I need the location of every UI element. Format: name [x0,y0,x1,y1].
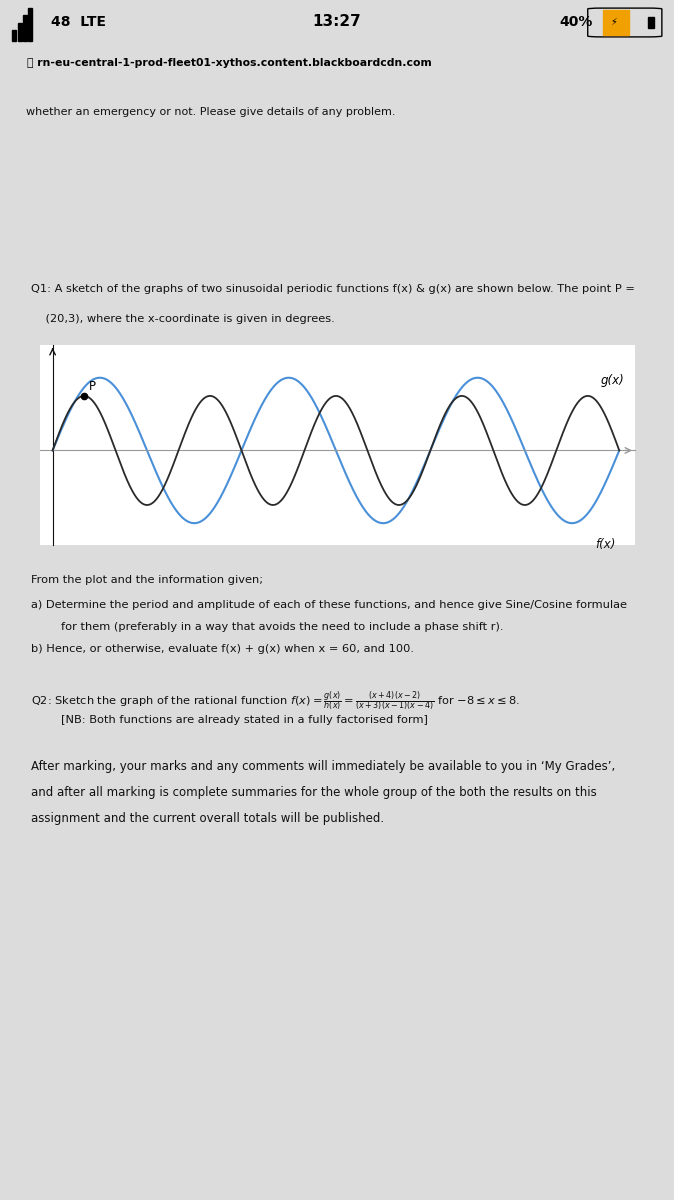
Bar [28,8,32,41]
Text: [NB: Both functions are already stated in a fully factorised form]: [NB: Both functions are already stated i… [61,715,428,725]
Bar [648,17,654,28]
Text: a) Determine the period and amplitude of each of these functions, and hence give: a) Determine the period and amplitude of… [31,600,627,610]
Bar [18,23,22,41]
Text: 13:27: 13:27 [313,14,361,29]
Text: 40%: 40% [559,14,593,29]
Text: From the plot and the information given;: From the plot and the information given; [31,575,263,584]
Text: f(x): f(x) [596,538,616,551]
Text: ⚡: ⚡ [610,17,617,26]
Text: 🔒 rn-eu-central-1-prod-fleet01-xythos.content.blackboardcdn.com: 🔒 rn-eu-central-1-prod-fleet01-xythos.co… [27,58,432,68]
Text: g(x): g(x) [601,374,624,386]
Text: Q2: Sketch the graph of the rational function $f(x) = \frac{g(x)}{h(x)} = \frac{: Q2: Sketch the graph of the rational fun… [31,689,520,713]
Text: (20,3), where the x-coordinate is given in degrees.: (20,3), where the x-coordinate is given … [31,314,335,324]
Text: and after all marking is complete summaries for the whole group of the both the : and after all marking is complete summar… [31,786,596,799]
Text: P: P [89,380,96,394]
Text: assignment and the current overall totals will be published.: assignment and the current overall total… [31,812,384,824]
Text: b) Hence, or otherwise, evaluate f(x) + g(x) when x = 60, and 100.: b) Hence, or otherwise, evaluate f(x) + … [31,644,414,654]
Bar [23,16,27,41]
Text: After marking, your marks and any comments will immediately be available to you : After marking, your marks and any commen… [31,760,615,773]
Text: 48  LTE: 48 LTE [51,14,106,29]
Text: Q1: A sketch of the graphs of two sinusoidal periodic functions f(x) & g(x) are : Q1: A sketch of the graphs of two sinuso… [31,284,635,294]
Bar [603,10,629,35]
Text: for them (preferably in a way that avoids the need to include a phase shift r).: for them (preferably in a way that avoid… [61,622,503,632]
Text: whether an emergency or not. Please give details of any problem.: whether an emergency or not. Please give… [26,108,396,118]
Bar [12,30,16,41]
